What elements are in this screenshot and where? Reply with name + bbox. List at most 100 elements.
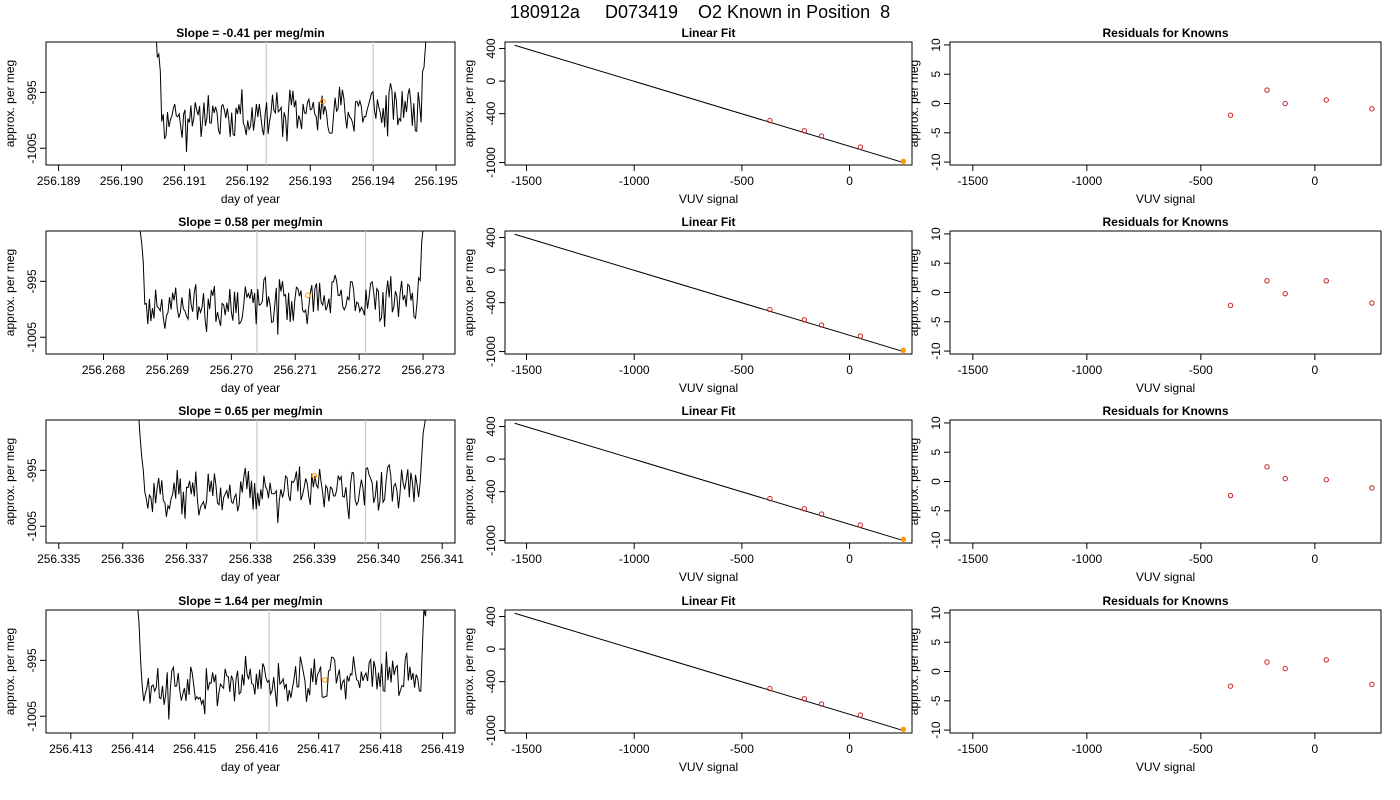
plot-frame — [949, 419, 1382, 544]
known-point — [801, 128, 808, 134]
panel-title: Residuals for Knowns — [1102, 26, 1228, 40]
x-axis-label: VUV signal — [1136, 760, 1195, 774]
plot-frame — [45, 41, 456, 166]
known-point — [857, 333, 864, 339]
x-tick-label: 256.193 — [289, 174, 333, 188]
y-tick-label: -995 — [25, 269, 39, 293]
x-tick-label: -1500 — [957, 174, 988, 188]
known-point — [767, 306, 773, 313]
residual-point — [1227, 112, 1234, 118]
x-tick-label: 256.192 — [226, 174, 270, 188]
x-tick-label: -500 — [1189, 174, 1213, 188]
residual-point — [1282, 290, 1288, 297]
known-point — [857, 712, 864, 718]
x-tick-label: 256.414 — [111, 742, 155, 756]
panel-trace-3: Slope = 1.64 per meg/min day of year appro… — [3, 594, 465, 774]
x-tick-label: 0 — [846, 363, 853, 377]
fit-line — [514, 233, 904, 353]
panel-residuals-1: Residuals for Knowns VUV signal approx. pe… — [907, 215, 1382, 395]
panel-trace-1: Slope = 0.58 per meg/min day of year appro… — [3, 215, 456, 395]
y-axis-label: approx. per meg — [462, 249, 476, 336]
y-tick-label: -5 — [929, 127, 943, 138]
x-tick-label: -1000 — [1071, 742, 1102, 756]
known-point — [900, 158, 907, 165]
x-tick-label: -500 — [730, 742, 754, 756]
y-tick-label: -10 — [929, 153, 943, 171]
residual-point — [1369, 485, 1375, 491]
y-tick-label: 5 — [929, 639, 943, 646]
x-tick-label: -1000 — [1071, 552, 1102, 566]
residual-point — [1369, 106, 1375, 112]
panel-trace-2: Slope = 0.65 per meg/min day of year appro… — [3, 404, 464, 584]
residual-point — [1227, 683, 1234, 689]
y-axis-label: approx. per meg — [907, 60, 921, 147]
y-tick-label: -5 — [929, 695, 943, 706]
y-tick-label: 400 — [484, 38, 498, 58]
y-tick-label: 0 — [484, 645, 498, 652]
x-tick-label: 256.270 — [210, 363, 254, 377]
y-tick-label: 10 — [929, 606, 943, 620]
y-tick-label: -5 — [929, 505, 943, 516]
y-tick-label: 0 — [929, 478, 943, 485]
residual-point — [1323, 97, 1329, 103]
residual-point — [1282, 100, 1288, 107]
x-axis-label: VUV signal — [1136, 192, 1195, 206]
signal-trace — [137, 610, 427, 720]
y-tick-label: 0 — [929, 100, 943, 107]
x-tick-label: 256.190 — [100, 174, 144, 188]
plot-frame — [45, 230, 456, 355]
x-tick-label: 256.417 — [297, 742, 341, 756]
x-tick-label: 256.273 — [401, 363, 445, 377]
x-tick-label: -1000 — [619, 552, 650, 566]
x-tick-label: 0 — [846, 174, 853, 188]
signal-trace — [156, 42, 427, 152]
panel-title: Slope = 0.58 per meg/min — [178, 215, 322, 229]
y-tick-label: 0 — [484, 455, 498, 462]
x-tick-label: -1500 — [957, 742, 988, 756]
y-tick-label: 10 — [929, 227, 943, 241]
x-tick-label: -1500 — [511, 174, 542, 188]
known-point — [801, 506, 808, 512]
y-tick-label: -400 — [484, 479, 498, 503]
y-axis-label: approx. per meg — [907, 628, 921, 715]
x-tick-label: 256.194 — [352, 174, 396, 188]
x-tick-label: -1500 — [511, 742, 542, 756]
known-point — [818, 511, 825, 517]
x-tick-label: -1500 — [511, 552, 542, 566]
x-tick-label: -1500 — [511, 363, 542, 377]
x-tick-label: 0 — [1312, 742, 1319, 756]
y-tick-label: -400 — [484, 101, 498, 125]
panel-title: Linear Fit — [681, 26, 735, 40]
x-tick-label: -500 — [730, 363, 754, 377]
panel-title: Slope = 0.65 per meg/min — [178, 404, 322, 418]
y-tick-label: -5 — [929, 316, 943, 327]
x-axis-label: day of year — [221, 570, 280, 584]
x-axis-label: VUV signal — [679, 760, 738, 774]
x-tick-label: 256.339 — [293, 552, 337, 566]
x-tick-label: -1500 — [957, 552, 988, 566]
x-axis-label: VUV signal — [679, 570, 738, 584]
y-tick-label: -400 — [484, 669, 498, 693]
x-axis-label: VUV signal — [1136, 381, 1195, 395]
panel-title: Linear Fit — [681, 215, 735, 229]
panel-title: Slope = 1.64 per meg/min — [178, 594, 322, 608]
y-tick-label: -10 — [929, 342, 943, 360]
residual-point — [1323, 477, 1329, 483]
y-tick-label: -995 — [25, 458, 39, 482]
panel-fit-2: Linear Fit VUV signal approx. per meg -1500… — [462, 404, 913, 584]
residual-point — [1369, 681, 1375, 688]
known-point — [900, 726, 907, 733]
x-tick-label: 0 — [1312, 174, 1319, 188]
known-point — [857, 522, 864, 528]
y-tick-label: -400 — [484, 290, 498, 314]
y-tick-label: 10 — [929, 416, 943, 430]
fit-line — [514, 422, 904, 542]
panel-title: Linear Fit — [681, 404, 735, 418]
x-tick-label: 0 — [1312, 363, 1319, 377]
x-tick-label: 256.416 — [235, 742, 279, 756]
x-tick-label: -500 — [730, 174, 754, 188]
x-axis-label: VUV signal — [679, 192, 738, 206]
y-tick-label: -10 — [929, 531, 943, 549]
y-tick-label: 0 — [484, 266, 498, 273]
